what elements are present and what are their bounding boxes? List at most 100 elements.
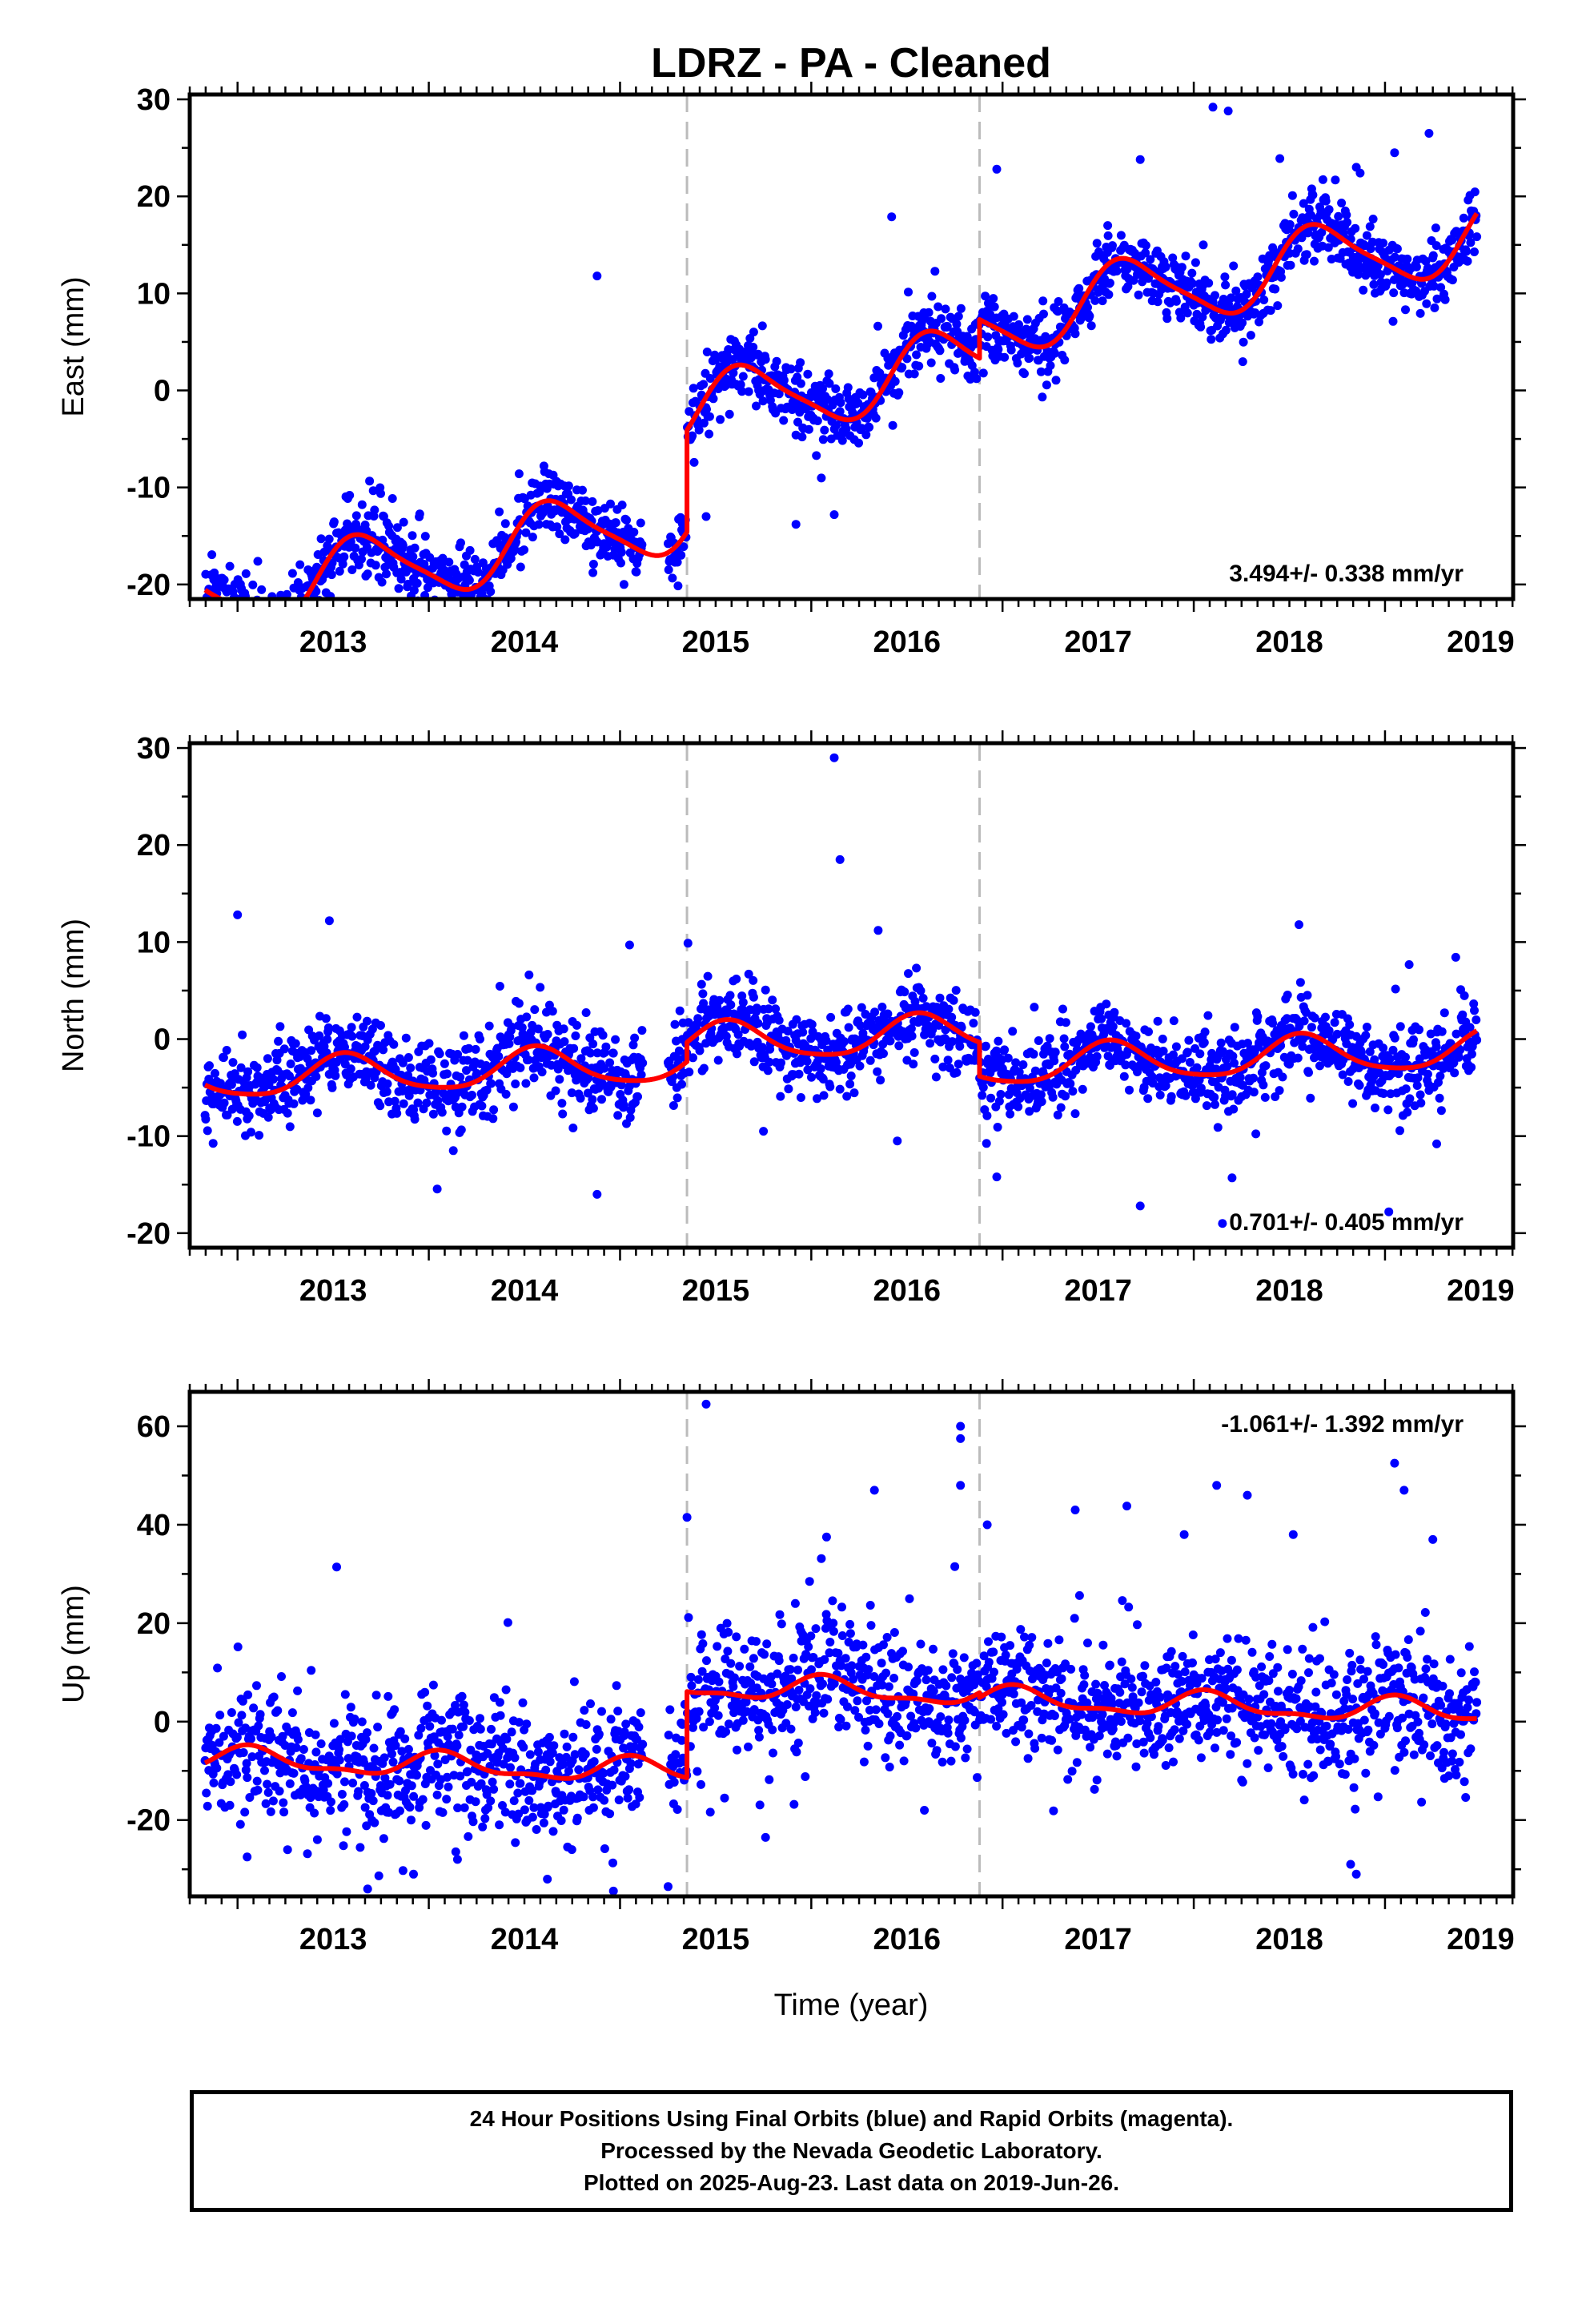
data-point	[522, 1719, 532, 1729]
data-point	[1022, 315, 1032, 324]
data-point	[716, 415, 725, 424]
data-point	[784, 1084, 793, 1094]
data-point	[522, 1012, 532, 1022]
data-point	[1306, 1093, 1315, 1103]
data-point	[572, 1020, 581, 1030]
panel-up: 2013 2014 2015 2016 2017 2018 2019-200204060Up…	[57, 1379, 1526, 1956]
data-point	[498, 1801, 507, 1810]
data-point	[254, 1721, 263, 1731]
data-point	[524, 1055, 533, 1064]
y-tick-label: 30	[137, 83, 171, 117]
data-point	[426, 1055, 436, 1064]
data-point	[1331, 175, 1340, 185]
data-point	[476, 1714, 484, 1723]
data-point	[637, 540, 647, 549]
data-point	[990, 302, 999, 312]
data-point	[1375, 270, 1385, 279]
data-point	[693, 1675, 703, 1684]
data-point	[555, 1075, 564, 1084]
data-point	[530, 1005, 540, 1015]
data-point	[836, 398, 845, 408]
data-point	[1278, 1072, 1287, 1082]
data-point	[514, 999, 524, 1008]
data-point	[516, 562, 525, 572]
data-point	[832, 420, 841, 430]
data-point	[685, 1068, 694, 1077]
data-point	[1285, 219, 1295, 229]
data-point	[471, 1044, 480, 1054]
data-point	[452, 1741, 462, 1751]
data-point	[215, 612, 223, 621]
data-point	[1437, 1027, 1447, 1036]
data-point	[807, 1019, 817, 1029]
data-point	[267, 606, 275, 615]
data-point	[580, 1706, 589, 1715]
data-point	[1018, 1060, 1028, 1069]
data-point	[887, 212, 897, 222]
data-point	[519, 1743, 528, 1752]
data-point	[632, 567, 641, 577]
data-point	[440, 1059, 449, 1068]
data-point	[536, 983, 545, 992]
data-point	[941, 304, 950, 314]
data-point	[219, 1731, 228, 1741]
data-point	[505, 1779, 515, 1789]
data-point	[1218, 1219, 1227, 1228]
data-point	[371, 1691, 381, 1700]
data-point	[669, 1778, 679, 1787]
data-point	[1038, 392, 1047, 402]
data-point	[931, 1072, 941, 1082]
data-point	[1404, 960, 1414, 969]
data-point	[1275, 154, 1285, 163]
data-point	[559, 1024, 568, 1034]
data-point	[558, 1759, 568, 1769]
data-point	[285, 1122, 295, 1132]
data-point	[319, 1785, 328, 1795]
data-point	[1199, 240, 1208, 250]
data-point	[273, 613, 282, 621]
data-point	[209, 1778, 219, 1787]
data-point	[631, 1799, 640, 1809]
data-point	[1203, 1011, 1213, 1020]
data-point	[347, 1731, 356, 1741]
data-point	[619, 1743, 628, 1753]
data-point	[616, 558, 625, 568]
data-point	[720, 1793, 729, 1803]
data-point	[346, 1703, 355, 1712]
data-point	[398, 541, 408, 550]
data-point	[583, 1088, 592, 1098]
data-point	[745, 1662, 755, 1671]
data-point	[673, 581, 683, 591]
data-point	[459, 1700, 468, 1710]
data-point	[257, 585, 267, 594]
data-point	[324, 534, 334, 544]
data-point	[394, 584, 404, 593]
data-point	[1182, 308, 1192, 318]
data-point	[1293, 244, 1303, 254]
data-point	[818, 384, 827, 393]
data-point	[225, 613, 234, 621]
data-point	[821, 1036, 831, 1045]
data-point	[507, 1022, 516, 1031]
data-point	[619, 580, 628, 589]
data-point	[245, 604, 254, 613]
data-point	[1121, 1060, 1130, 1070]
data-point	[534, 520, 544, 529]
data-point	[1423, 1069, 1432, 1079]
data-point	[909, 1047, 919, 1057]
data-point	[545, 1757, 555, 1767]
data-point	[1161, 1081, 1170, 1091]
data-point	[952, 320, 962, 329]
data-point	[1317, 227, 1327, 237]
data-point	[551, 1086, 560, 1096]
x-tick-label: 2013	[299, 1274, 367, 1308]
data-point	[286, 1059, 295, 1068]
data-point	[679, 542, 689, 552]
data-point	[227, 1708, 236, 1717]
data-point	[609, 1765, 619, 1775]
data-point	[956, 304, 966, 313]
data-point	[1070, 329, 1080, 339]
data-point	[248, 612, 257, 621]
data-point	[1210, 1092, 1219, 1102]
